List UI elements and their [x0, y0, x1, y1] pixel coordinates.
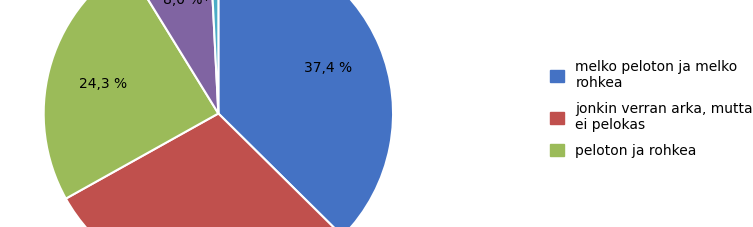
Text: 37,4 %: 37,4 %	[304, 61, 352, 75]
Wedge shape	[209, 0, 218, 114]
Wedge shape	[127, 0, 218, 114]
Wedge shape	[218, 0, 393, 227]
Wedge shape	[44, 0, 218, 199]
Text: 24,3 %: 24,3 %	[79, 76, 127, 91]
Text: 0,8 %: 0,8 %	[196, 0, 235, 2]
Text: 8,0 %: 8,0 %	[163, 0, 203, 7]
Wedge shape	[66, 114, 343, 227]
Legend: melko peloton ja melko
rohkea, jonkin verran arka, mutta
ei pelokas, peloton ja : melko peloton ja melko rohkea, jonkin ve…	[550, 60, 753, 158]
